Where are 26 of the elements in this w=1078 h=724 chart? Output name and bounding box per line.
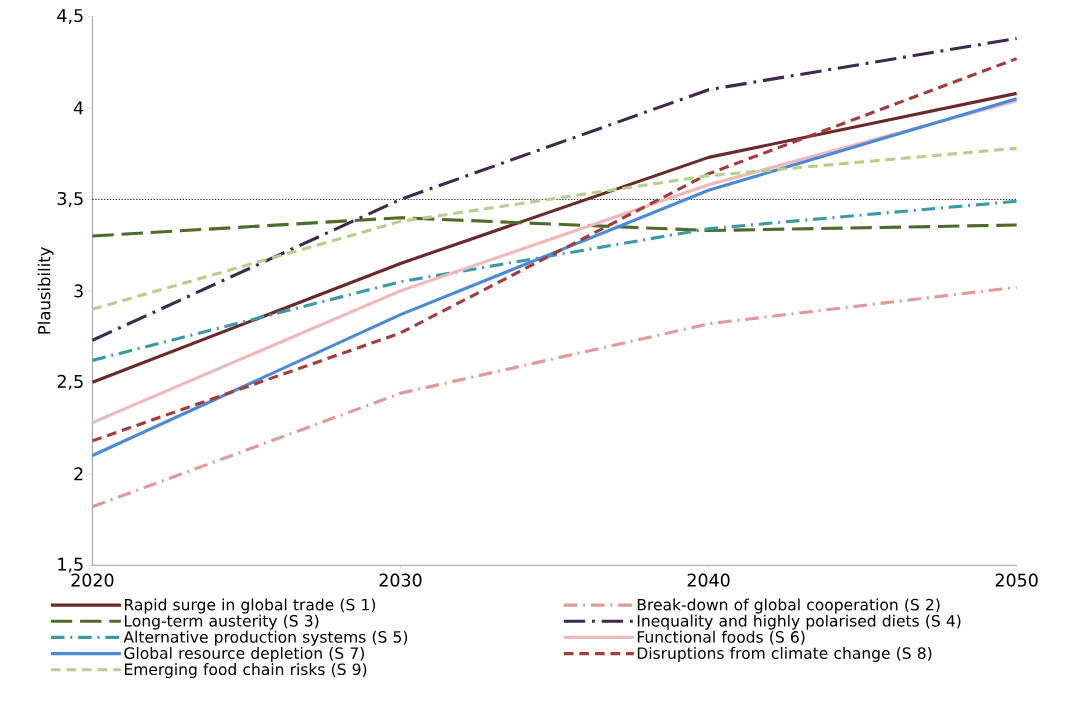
x-tick-label: 2040 [687, 573, 730, 587]
line-series [90, 199, 1019, 363]
legend-label: Functional foods (S 6) [637, 630, 805, 645]
line-series [90, 146, 1019, 311]
legend-label: Break-down of global cooperation (S 2) [637, 598, 940, 614]
y-axis-title: Plausibility [37, 247, 54, 334]
line-series [90, 285, 1019, 509]
line-series [90, 37, 1019, 342]
legend-label: Long-term austerity (S 3) [124, 614, 319, 630]
line-series [90, 216, 1019, 238]
legend-label: Global resource depletion (S 7) [124, 647, 364, 663]
legend-label: Alternative production systems (S 5) [123, 630, 408, 646]
legend-label: Inequality and highly polarised diets (S 4) [637, 614, 961, 630]
legend-label: Rapid surge in global trade (S 1) [124, 598, 376, 614]
x-tick-label: 2020 [71, 573, 114, 587]
y-tick-label: 3,5 [57, 192, 83, 208]
x-tick-label: 2030 [379, 573, 422, 587]
y-tick-label: 4,5 [57, 9, 83, 24]
y-tick-label: 2,5 [57, 374, 83, 390]
y-tick-label: 2 [74, 467, 83, 481]
y-tick-label: 4 [73, 101, 84, 115]
legend-label: Disruptions from climate change (S 8) [637, 647, 932, 663]
x-tick-label: 2050 [995, 573, 1038, 587]
y-tick-label: 1,5 [58, 557, 83, 573]
legend-label: Emerging food chain risks (S 9) [124, 663, 367, 679]
y-tick-label: 3 [74, 284, 83, 298]
